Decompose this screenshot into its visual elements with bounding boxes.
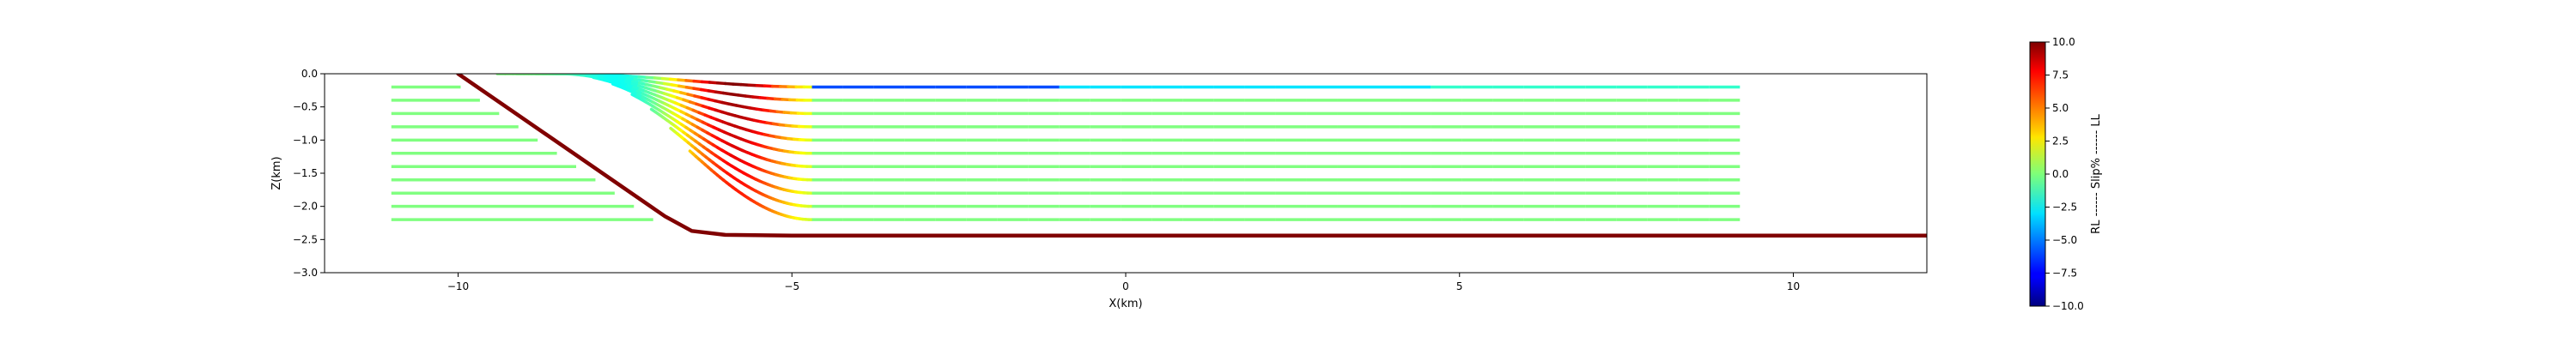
x-tick-label: 5 <box>1456 280 1463 292</box>
colorbar-ticks: 10.0 7.5 5.0 2.5 0.0 −2.5 −5.0 −7.5 −10.0 <box>2045 36 2084 312</box>
y-tick-label: −1.0 <box>293 134 318 146</box>
x-axis-label: X(km) <box>1109 298 1142 310</box>
colorbar-tick-label: −10.0 <box>2052 300 2084 312</box>
x-tick-label: 10 <box>1787 280 1800 292</box>
x-tick-label: −5 <box>784 280 799 292</box>
layer <box>391 74 1741 89</box>
y-axis-label: Z(km) <box>270 156 283 190</box>
x-axis: −10 −5 0 5 10 <box>447 273 1800 292</box>
x-tick-label: 0 <box>1122 280 1129 292</box>
y-tick-label: −2.5 <box>293 233 318 245</box>
layer <box>391 75 1741 155</box>
x-tick-label: −10 <box>447 280 469 292</box>
colorbar-tick-label: 5.0 <box>2052 102 2069 114</box>
plot-background <box>325 74 1927 273</box>
y-tick-label: −0.5 <box>293 101 318 113</box>
fault-trace <box>456 74 1927 238</box>
layer <box>391 93 1741 182</box>
colorbar-tick-label: −7.5 <box>2052 268 2077 280</box>
layer <box>391 74 1741 129</box>
colorbar-label: RL ------ Slip% ------ LL <box>2090 113 2103 233</box>
layer <box>391 149 1741 221</box>
layer <box>391 107 1741 195</box>
colorbar-tick-label: 2.5 <box>2052 135 2069 147</box>
y-tick-label: −3.0 <box>293 267 318 279</box>
plot-area <box>324 73 1928 274</box>
colorbar-gradient <box>2029 41 2046 307</box>
y-tick-label: −2.0 <box>293 201 318 213</box>
colorbar-tick-label: 0.0 <box>2052 168 2069 180</box>
fault-line <box>456 74 1927 238</box>
y-axis: 0.0 −0.5 −1.0 −1.5 −2.0 −2.5 −3.0 <box>293 68 325 279</box>
colorbar-tick-label: 7.5 <box>2052 69 2069 81</box>
layer <box>391 126 1741 208</box>
layer <box>391 74 1741 142</box>
layer <box>391 74 1741 102</box>
colorbar: 10.0 7.5 5.0 2.5 0.0 −2.5 −5.0 −7.5 −10.0 RL ---… <box>2029 36 2103 312</box>
colorbar-tick-label: −5.0 <box>2052 234 2077 246</box>
y-tick-label: −1.5 <box>293 167 318 179</box>
y-tick-label: 0.0 <box>301 68 318 80</box>
slip-layers <box>391 74 1741 221</box>
colorbar-tick-label: 10.0 <box>2052 36 2075 48</box>
colorbar-tick-label: −2.5 <box>2052 202 2077 214</box>
layer <box>391 82 1741 169</box>
